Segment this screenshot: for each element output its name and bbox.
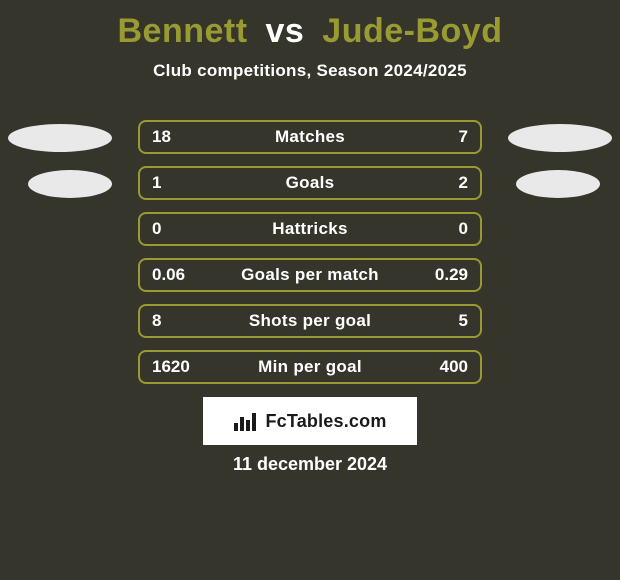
stats-table: 18 Matches 7 1 Goals 2 0 Hattricks 0 0.06 Goals pe… (0, 120, 620, 396)
stat-value-right: 2 (459, 173, 468, 193)
stat-value-right: 0.29 (435, 265, 468, 285)
player2-ellipse (516, 170, 600, 198)
stat-row: 8 Shots per goal 5 (0, 304, 620, 350)
comparison-title: Bennett vs Jude-Boyd (0, 0, 620, 51)
stat-value-right: 7 (459, 127, 468, 147)
stat-value-left: 1 (152, 173, 161, 193)
stat-row: 0.06 Goals per match 0.29 (0, 258, 620, 304)
stat-value-left: 0.06 (152, 265, 185, 285)
stat-value-right: 5 (459, 311, 468, 331)
stat-value-left: 18 (152, 127, 171, 147)
player2-name: Jude-Boyd (322, 12, 502, 50)
stat-label: Hattricks (272, 219, 347, 239)
vs-separator: vs (266, 12, 305, 50)
stat-bar: 8 Shots per goal 5 (138, 304, 482, 338)
stat-row: 18 Matches 7 (0, 120, 620, 166)
stat-label: Goals (286, 173, 335, 193)
bars-icon (233, 411, 259, 431)
player2-ellipse (508, 124, 612, 152)
stat-bar: 1620 Min per goal 400 (138, 350, 482, 384)
source-text: FcTables.com (265, 411, 386, 432)
stat-value-right: 0 (459, 219, 468, 239)
stat-row: 1620 Min per goal 400 (0, 350, 620, 396)
stat-bar: 0.06 Goals per match 0.29 (138, 258, 482, 292)
stat-value-left: 8 (152, 311, 161, 331)
stat-value-left: 1620 (152, 357, 190, 377)
player1-ellipse (8, 124, 112, 152)
subtitle: Club competitions, Season 2024/2025 (0, 61, 620, 81)
stat-label: Min per goal (258, 357, 362, 377)
stat-row: 1 Goals 2 (0, 166, 620, 212)
stat-label: Shots per goal (249, 311, 371, 331)
stat-label: Matches (275, 127, 345, 147)
stat-row: 0 Hattricks 0 (0, 212, 620, 258)
player1-ellipse (28, 170, 112, 198)
stat-bar: 18 Matches 7 (138, 120, 482, 154)
date-label: 11 december 2024 (0, 454, 620, 475)
stat-bar: 0 Hattricks 0 (138, 212, 482, 246)
stat-value-right: 400 (440, 357, 468, 377)
stat-bar: 1 Goals 2 (138, 166, 482, 200)
player1-name: Bennett (118, 12, 248, 50)
source-badge: FcTables.com (203, 397, 417, 445)
stat-label: Goals per match (241, 265, 379, 285)
stat-value-left: 0 (152, 219, 161, 239)
